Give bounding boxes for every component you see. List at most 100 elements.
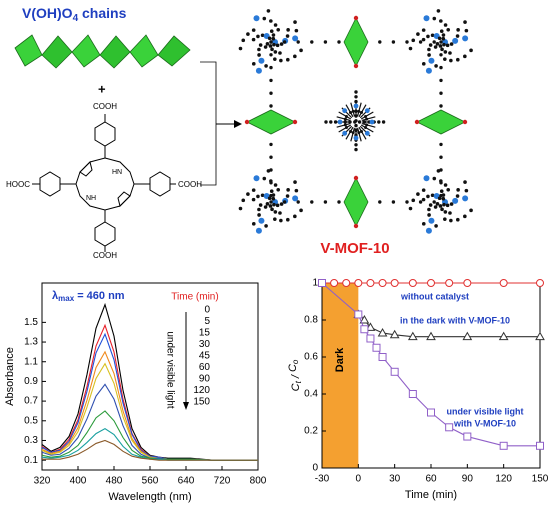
atom <box>354 99 358 104</box>
porphyrin <box>32 114 176 252</box>
atom <box>364 126 368 129</box>
pyrrole <box>79 161 93 177</box>
atom <box>364 115 368 118</box>
atom <box>357 109 361 113</box>
x-tick-label: 800 <box>250 476 267 487</box>
atom <box>408 206 413 211</box>
atom <box>258 217 265 224</box>
atom <box>439 40 443 44</box>
atom <box>441 196 446 201</box>
bond <box>361 116 376 122</box>
marker <box>445 279 454 287</box>
series-line <box>41 350 258 461</box>
atom <box>271 196 276 201</box>
atom <box>464 28 469 33</box>
marker <box>426 331 436 341</box>
atom <box>278 51 282 55</box>
atom <box>469 48 473 53</box>
atom <box>299 48 303 53</box>
atom <box>439 19 443 23</box>
atom <box>262 16 267 21</box>
atom <box>285 34 290 38</box>
legend-entry: 5 <box>204 316 210 327</box>
atom <box>455 194 460 198</box>
marker <box>359 314 370 324</box>
atom <box>369 119 375 125</box>
series-line <box>41 323 258 461</box>
atom <box>455 34 460 38</box>
atom <box>408 46 413 51</box>
atom <box>292 195 299 202</box>
atom <box>344 126 348 129</box>
x-tick-label: -30 <box>315 474 330 485</box>
atom <box>260 193 265 198</box>
bond <box>350 127 356 142</box>
atom <box>443 217 447 221</box>
bond <box>338 111 352 120</box>
atom <box>439 155 443 159</box>
bond <box>360 124 374 133</box>
atom <box>439 104 443 108</box>
atom <box>441 33 446 37</box>
atom <box>353 223 359 229</box>
atom <box>251 28 256 32</box>
x-tick-label: 0 <box>356 474 362 485</box>
atom <box>421 62 426 66</box>
atom <box>425 227 432 234</box>
annotation: in the dark with V-MOF-10 <box>400 315 510 325</box>
atom <box>333 120 338 124</box>
legend-entry: 60 <box>199 362 211 373</box>
atom <box>257 213 261 217</box>
atom <box>276 27 281 32</box>
atom <box>337 40 341 44</box>
marker <box>389 329 400 339</box>
x-tick-label: 90 <box>462 474 474 485</box>
y-tick-label: 0.3 <box>24 435 38 446</box>
series-line <box>41 302 258 461</box>
atom <box>273 57 277 61</box>
atom <box>269 29 274 34</box>
atom <box>278 211 282 215</box>
marker <box>365 322 376 331</box>
atom <box>292 119 298 125</box>
atom <box>310 200 314 204</box>
bond <box>356 102 362 117</box>
atom <box>266 9 271 13</box>
atom <box>360 130 363 134</box>
atom <box>255 67 262 74</box>
legend-entry: 45 <box>199 351 211 362</box>
atom <box>293 20 297 24</box>
atom <box>441 36 446 41</box>
atom <box>463 20 467 24</box>
atom <box>353 135 359 141</box>
bond <box>338 124 352 133</box>
atom <box>269 181 273 185</box>
atom <box>299 208 303 213</box>
atom <box>251 197 256 202</box>
atom <box>464 188 469 193</box>
atom <box>437 36 442 41</box>
atom <box>456 188 460 192</box>
light-label: under visible light <box>164 331 175 408</box>
atom <box>414 119 420 125</box>
series-line <box>357 314 540 338</box>
atom <box>286 188 290 192</box>
atom <box>279 202 284 206</box>
atom <box>439 29 444 34</box>
atom <box>463 214 467 219</box>
marker <box>378 279 387 287</box>
atom <box>258 57 265 64</box>
atom <box>271 36 276 41</box>
marker <box>499 441 508 450</box>
atom <box>282 200 287 204</box>
atom <box>269 19 273 23</box>
atom <box>378 200 382 204</box>
marker <box>408 390 417 398</box>
atom <box>310 40 314 44</box>
ring <box>149 171 171 197</box>
atom <box>241 38 246 43</box>
y-tick-label: 0.2 <box>304 426 318 437</box>
octahedron <box>343 177 369 227</box>
atom <box>269 168 273 172</box>
atom <box>285 194 290 198</box>
